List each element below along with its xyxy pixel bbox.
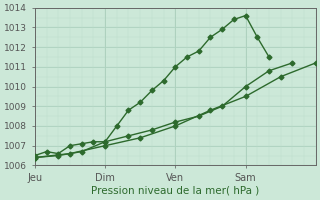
X-axis label: Pression niveau de la mer( hPa ): Pression niveau de la mer( hPa ) [91, 186, 260, 196]
